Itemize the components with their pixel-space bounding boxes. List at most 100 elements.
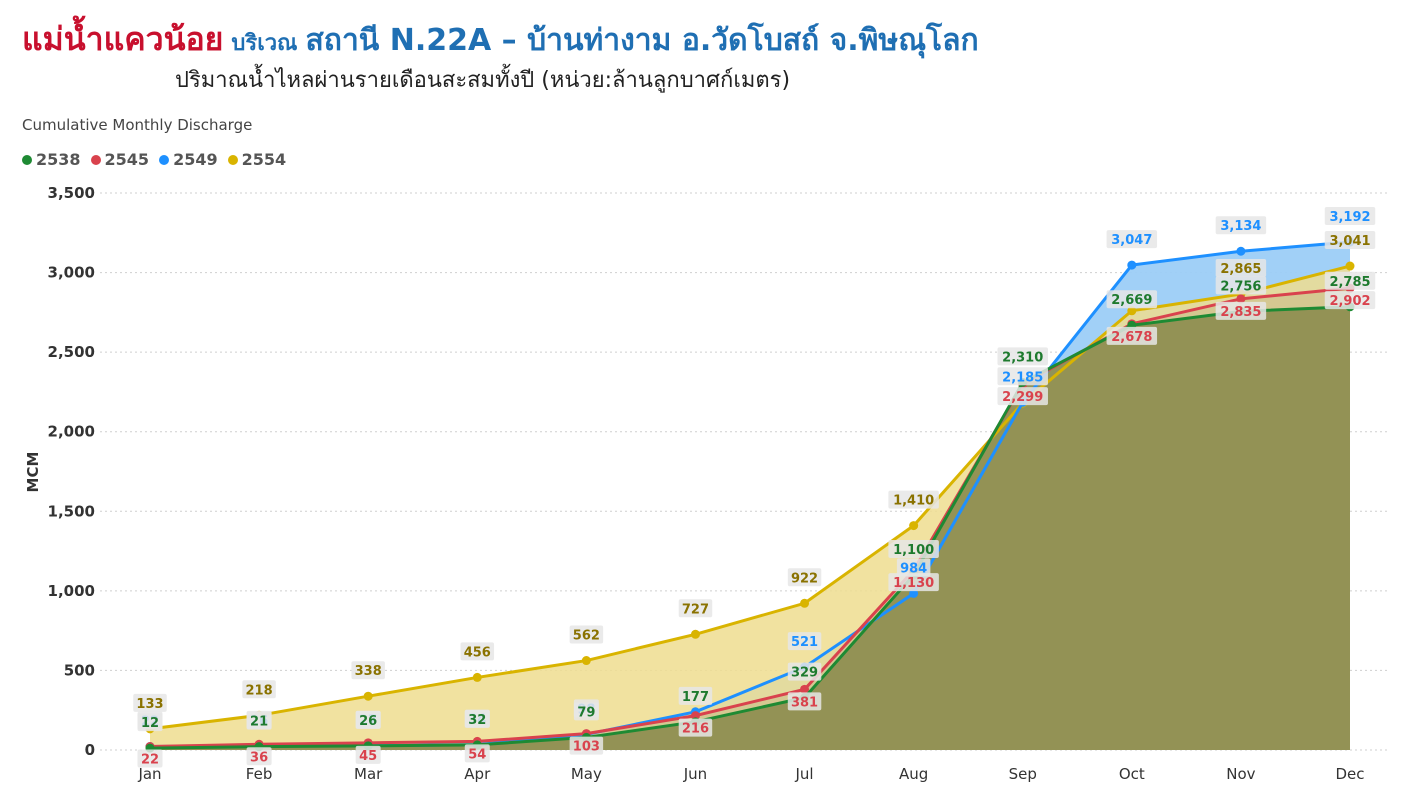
data-label-bg [787, 568, 822, 587]
data-label-bg [137, 749, 163, 768]
y-tick-label: 2,000 [48, 423, 95, 441]
legend-dot-2549 [159, 154, 170, 165]
legend-item-2549[interactable]: 2549 [159, 150, 218, 169]
legend-dot-2538 [22, 154, 32, 165]
data-label-2538: 329 [791, 666, 818, 681]
point-2554 [690, 629, 700, 639]
data-label-2538: 177 [682, 690, 709, 705]
x-tick-label: Apr [464, 765, 491, 783]
data-label-bg [888, 573, 939, 592]
data-label-2538: 12 [141, 716, 159, 731]
y-tick-label: 0 [85, 741, 95, 759]
data-label-2538: 79 [577, 705, 595, 720]
data-label-bg [1215, 276, 1267, 295]
data-label-2554: 218 [246, 683, 273, 698]
point-2554 [800, 598, 810, 608]
x-tick-label: Aug [899, 765, 928, 783]
area-2538 [150, 306, 1350, 750]
data-label-bg [787, 692, 822, 711]
data-label-bg [355, 710, 381, 729]
data-label-bg [573, 702, 599, 721]
data-label-2554: 338 [355, 664, 382, 679]
point-2554 [581, 656, 591, 666]
data-label-2549: 2,185 [1002, 370, 1043, 385]
data-label-bg [1215, 301, 1267, 320]
x-tick-label: Oct [1119, 765, 1145, 783]
data-label-bg [464, 709, 490, 728]
legend-dot-2545 [90, 154, 101, 165]
data-label-bg [460, 642, 495, 661]
x-tick-label: Feb [246, 765, 273, 783]
data-label-bg [678, 599, 713, 618]
legend-label-2554: 2554 [241, 150, 287, 169]
data-label-bg [1324, 291, 1376, 310]
data-label-2545: 216 [682, 722, 709, 737]
data-label-2545: 2,835 [1220, 305, 1261, 320]
y-tick-label: 1,000 [48, 582, 95, 600]
x-tick-label: May [571, 765, 602, 783]
x-tick-label: Jul [794, 765, 813, 783]
data-label-2538: 2,785 [1329, 275, 1370, 290]
data-label-bg [787, 632, 822, 651]
data-label-2549: 521 [791, 635, 818, 650]
data-label-2538: 2,310 [1002, 350, 1043, 365]
legend-label-2549: 2549 [173, 150, 218, 169]
chart-title: แม่น้ำแควน้อย บริเวณ สถานี N.22A – บ้านท่า… [22, 14, 979, 65]
point-2554 [1127, 306, 1137, 316]
data-label-bg [997, 387, 1048, 406]
data-label-2538: 2,669 [1111, 293, 1152, 308]
x-tick-label: Mar [354, 765, 383, 783]
point-2549 [1127, 260, 1137, 270]
data-label-2554: 456 [464, 645, 491, 660]
data-label-bg [1215, 259, 1267, 278]
data-label-bg [888, 490, 939, 509]
data-label-2554: 1,410 [893, 494, 934, 509]
legend-label-2545: 2545 [104, 150, 150, 169]
data-label-2545: 22 [141, 752, 159, 767]
visual-title: Cumulative Monthly Discharge [22, 116, 253, 134]
legend-item-2554[interactable]: 2554 [227, 150, 287, 169]
data-label-bg [997, 367, 1048, 386]
data-label-2554: 727 [682, 602, 709, 617]
data-label-bg [246, 747, 272, 766]
x-tick-label: Jan [137, 765, 161, 783]
point-2545 [690, 711, 700, 721]
x-tick-label: Dec [1335, 765, 1364, 783]
x-tick-label: Sep [1009, 765, 1037, 783]
data-label-bg [355, 745, 381, 764]
legend-item-2545[interactable]: 2545 [90, 150, 150, 169]
point-2554 [909, 521, 919, 531]
legend: 2538 2545 2549 2554 [22, 150, 286, 169]
data-label-2554: 3,041 [1329, 234, 1370, 249]
line-2538 [149, 305, 1351, 750]
data-label-bg [678, 686, 713, 705]
data-label-bg [1106, 230, 1158, 249]
data-label-2549: 3,192 [1329, 210, 1370, 225]
data-label-2549: 3,134 [1220, 219, 1261, 234]
data-label-bg [888, 539, 939, 558]
data-label-2545: 54 [468, 747, 486, 762]
data-label-bg [1324, 271, 1376, 290]
data-label-2545: 381 [791, 695, 818, 710]
chart-subtitle: ปริมาณน้ำไหลผ่านรายเดือนสะสมทั้งปี (หน่ว… [175, 68, 791, 93]
data-label-bg [1215, 216, 1267, 235]
legend-label-2538: 2538 [36, 150, 81, 169]
data-label-2545: 2,678 [1111, 330, 1152, 345]
y-tick-label: 3,500 [48, 184, 95, 202]
legend-item-2538[interactable]: 2538 [22, 150, 81, 169]
data-label-bg [997, 347, 1048, 366]
data-label-2545: 45 [359, 749, 377, 764]
data-label-2545: 2,299 [1002, 390, 1043, 405]
data-label-2554: 562 [573, 629, 600, 644]
title-prefix: บริเวณ [231, 31, 298, 56]
data-label-2538: 26 [359, 714, 377, 729]
data-label-2545: 1,130 [893, 576, 934, 591]
data-label-bg [1106, 290, 1158, 309]
data-label-2538: 2,756 [1220, 279, 1261, 294]
x-tick-label: Nov [1226, 765, 1255, 783]
point-2554 [472, 672, 482, 682]
data-label-bg [569, 736, 604, 755]
data-label-bg [1106, 326, 1158, 345]
data-label-bg [569, 625, 604, 644]
